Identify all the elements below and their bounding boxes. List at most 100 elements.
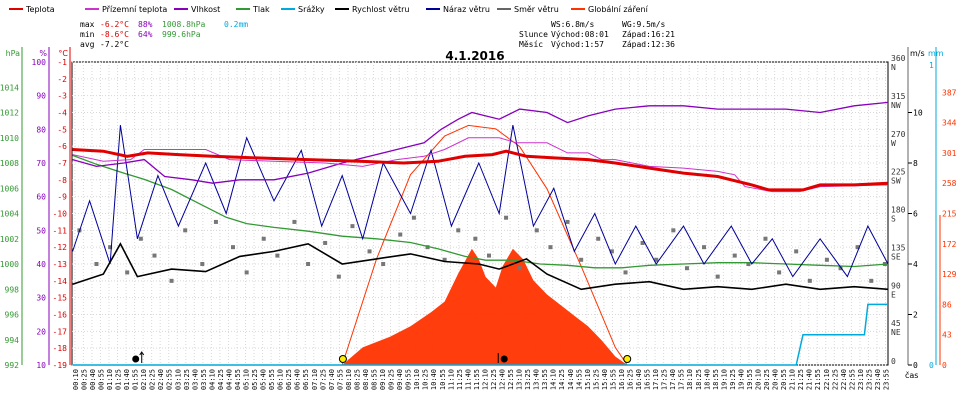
axis-temperature-tick-17: -18 bbox=[53, 344, 68, 353]
x-tick-80: 20:10 bbox=[755, 369, 763, 390]
axis-temperature-tick-11: -12 bbox=[53, 243, 68, 252]
x-tick-93: 23:25 bbox=[865, 369, 873, 390]
axis-direction-name-6: E bbox=[891, 290, 896, 299]
direction-point-22 bbox=[411, 215, 416, 220]
axis-radiation-tick-1: 344 bbox=[942, 119, 957, 128]
moonset-icon bbox=[500, 355, 508, 363]
x-tick-88: 22:10 bbox=[823, 369, 831, 390]
stats-avg-label: avg bbox=[80, 40, 95, 49]
direction-point-40 bbox=[684, 266, 689, 271]
x-tick-71: 17:55 bbox=[678, 369, 686, 390]
axis-radiation-tick-9: 0 bbox=[942, 361, 947, 370]
direction-point-12 bbox=[261, 236, 266, 241]
direction-point-30 bbox=[534, 228, 539, 233]
x-tick-34: 08:40 bbox=[362, 369, 370, 390]
direction-point-16 bbox=[323, 240, 328, 245]
x-tick-61: 15:25 bbox=[592, 369, 600, 390]
x-tick-91: 22:55 bbox=[848, 369, 856, 390]
direction-point-38 bbox=[654, 257, 659, 262]
x-tick-51: 12:55 bbox=[507, 369, 515, 390]
x-tick-43: 10:55 bbox=[439, 369, 447, 390]
x-tick-32: 08:10 bbox=[345, 369, 353, 390]
x-tick-95: 23:55 bbox=[882, 369, 890, 390]
x-tick-56: 14:10 bbox=[550, 369, 558, 390]
legend-label-7: Směr větru bbox=[514, 5, 559, 14]
x-tick-5: 01:25 bbox=[115, 369, 123, 390]
x-tick-92: 23:10 bbox=[857, 369, 865, 390]
axis-pressure-tick-11: 992 bbox=[5, 361, 20, 370]
x-tick-39: 09:55 bbox=[405, 369, 413, 390]
x-tick-25: 06:25 bbox=[285, 369, 293, 390]
direction-point-33 bbox=[579, 257, 584, 262]
series-radiation-area bbox=[342, 248, 628, 365]
direction-point-19 bbox=[367, 249, 372, 254]
x-tick-13: 03:25 bbox=[183, 369, 191, 390]
x-tick-94: 23:40 bbox=[874, 369, 882, 390]
x-tick-59: 14:55 bbox=[575, 369, 583, 390]
axis-humidity-tick-9: 10 bbox=[36, 361, 46, 370]
x-tick-79: 19:55 bbox=[746, 369, 754, 390]
axis-temperature-tick-12: -13 bbox=[53, 260, 68, 269]
x-tick-24: 06:10 bbox=[277, 369, 285, 390]
axis-direction-deg-7: 45 bbox=[891, 319, 901, 328]
direction-point-5 bbox=[152, 253, 157, 258]
x-tick-66: 16:40 bbox=[635, 369, 643, 390]
axis-temperature-tick-5: -6 bbox=[57, 142, 67, 151]
x-tick-44: 11:10 bbox=[447, 369, 455, 390]
x-tick-9: 02:25 bbox=[149, 369, 157, 390]
axis-direction-deg-8: 0 bbox=[891, 357, 896, 366]
direction-point-1 bbox=[94, 262, 99, 266]
x-tick-86: 21:40 bbox=[806, 369, 814, 390]
x-tick-15: 03:55 bbox=[200, 369, 208, 390]
direction-point-18 bbox=[350, 224, 355, 229]
legend-label-6: Náraz větru bbox=[443, 5, 490, 14]
direction-point-24 bbox=[442, 257, 447, 262]
x-tick-85: 21:25 bbox=[797, 369, 805, 390]
direction-point-37 bbox=[640, 240, 645, 245]
sunset-icon bbox=[623, 355, 632, 363]
x-tick-4: 01:10 bbox=[106, 369, 114, 390]
axis-direction-deg-0: 360 bbox=[891, 54, 906, 63]
info-sun-label: Slunce bbox=[519, 30, 548, 39]
x-tick-89: 22:25 bbox=[831, 369, 839, 390]
axis-temperature-tick-3: -4 bbox=[57, 109, 67, 118]
axis-temperature-tick-10: -11 bbox=[53, 226, 68, 235]
axis-humidity-tick-4: 60 bbox=[36, 193, 46, 202]
x-tick-47: 11:55 bbox=[473, 369, 481, 390]
axis-wind-tick-1: 8 bbox=[913, 159, 918, 168]
x-tick-2: 00:40 bbox=[89, 369, 97, 390]
series-temperature bbox=[72, 148, 889, 192]
x-tick-19: 04:55 bbox=[234, 369, 242, 390]
x-tick-0: 00:10 bbox=[72, 369, 80, 390]
axis-temperature-tick-0: -1 bbox=[57, 58, 67, 67]
axis-wind-tick-5: 0 bbox=[913, 361, 918, 370]
info-moon-rise: Východ:1:57 bbox=[551, 40, 604, 49]
direction-point-20 bbox=[381, 262, 386, 266]
axis-temperature-tick-9: -10 bbox=[53, 210, 68, 219]
x-axis: 00:10 00:25 00:40 00:55 01:10 01:25 01:40 01:55… bbox=[72, 369, 919, 390]
direction-point-41 bbox=[702, 245, 707, 250]
x-tick-67: 16:55 bbox=[644, 369, 652, 390]
direction-point-17 bbox=[336, 274, 341, 279]
axis-pressure-unit: hPa bbox=[6, 49, 21, 58]
direction-point-34 bbox=[596, 236, 601, 241]
direction-point-46 bbox=[777, 270, 782, 275]
direction-point-51 bbox=[855, 245, 860, 250]
axis-humidity-tick-7: 30 bbox=[36, 294, 46, 303]
axis-direction-name-3: SW bbox=[891, 177, 901, 186]
axis-temperature-tick-1: -2 bbox=[57, 75, 67, 84]
axis-temperature-tick-6: -7 bbox=[57, 159, 67, 168]
direction-point-47 bbox=[794, 249, 799, 254]
x-tick-27: 06:55 bbox=[302, 369, 310, 390]
axis-direction-name-1: NW bbox=[891, 101, 901, 110]
x-tick-31: 07:55 bbox=[336, 369, 344, 390]
axis-temperature-unit: °C bbox=[58, 49, 68, 58]
x-tick-30: 07:40 bbox=[328, 369, 336, 390]
axis-radiation-tick-6: 129 bbox=[942, 270, 957, 279]
stats-max-press: 1008.8hPa bbox=[162, 20, 206, 29]
direction-point-27 bbox=[486, 253, 491, 258]
axis-direction-name-2: W bbox=[891, 139, 896, 148]
direction-point-29 bbox=[517, 266, 522, 271]
stats-min-label: min bbox=[80, 30, 95, 39]
x-tick-73: 18:25 bbox=[695, 369, 703, 390]
